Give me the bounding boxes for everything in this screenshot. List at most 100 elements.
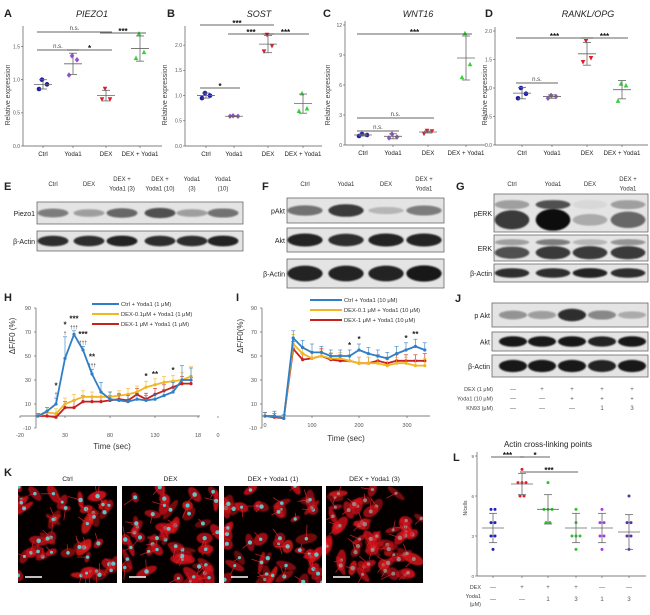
actin-filament — [51, 519, 54, 533]
nucleus — [101, 502, 105, 507]
condition-value: 1 — [600, 406, 604, 412]
data-point — [615, 98, 621, 103]
condition-label: Yoda1 (10 μM) — [457, 397, 493, 403]
chart-title: SOST — [247, 9, 273, 19]
blot-band — [587, 336, 617, 347]
blot-band — [368, 206, 404, 215]
data-point — [99, 97, 105, 102]
x-tick-label: 0 — [263, 423, 266, 429]
data-point — [264, 32, 270, 38]
condition-value: — — [569, 406, 575, 412]
data-point — [489, 534, 493, 538]
y-tick-label: 0.0 — [175, 144, 182, 150]
nucleus — [237, 556, 242, 560]
nucleus — [60, 500, 64, 504]
actin-filament — [123, 567, 126, 580]
blot-band — [176, 235, 208, 247]
nucleus — [22, 506, 27, 511]
nucleus — [392, 553, 396, 557]
star-annotation: * — [54, 382, 58, 391]
nucleus — [63, 506, 68, 510]
blot-band — [617, 359, 647, 373]
nucleus — [224, 577, 227, 582]
nucleus — [351, 501, 357, 507]
actin-filament — [359, 555, 369, 565]
blot-row-label: ERK — [478, 246, 493, 253]
data-point — [578, 534, 582, 538]
chart-title: WNT16 — [403, 9, 434, 19]
blot-band — [498, 336, 528, 347]
nucleus — [173, 544, 178, 549]
nucleus — [404, 518, 408, 523]
data-point — [489, 507, 493, 511]
blot-row-label: β-Actin — [470, 271, 492, 278]
blot-band — [106, 208, 138, 218]
lane-label: Yoda1 — [620, 187, 637, 193]
nucleus — [111, 561, 116, 566]
x-tick-label: 300 — [402, 423, 411, 429]
data-point — [548, 521, 552, 525]
panel-letter: G — [456, 181, 465, 193]
blot-band — [406, 233, 442, 247]
nucleus — [394, 491, 398, 495]
y-axis-label: N/cells — [463, 500, 469, 516]
panel-letter: B — [167, 8, 175, 20]
data-point — [522, 494, 526, 498]
y-tick-label: 3 — [339, 113, 342, 119]
y-axis-label: Relative expression — [482, 64, 489, 125]
blot-band — [287, 265, 323, 282]
nucleus — [45, 536, 50, 541]
nucleus — [123, 565, 127, 570]
panel-b: B SOST 0.0 0.5 1.0 1.5 2.0 Relative expression C… — [162, 8, 322, 158]
x-tick-label: DEX — [262, 151, 275, 158]
significance-label: * — [533, 451, 537, 460]
data-point — [602, 521, 606, 525]
nucleus — [247, 540, 253, 545]
lane-label: DEX + — [415, 177, 433, 183]
x-tick-label: DEX — [422, 150, 435, 157]
nucleus — [85, 571, 89, 575]
blot-row-label: Akt — [480, 340, 490, 347]
data-point — [625, 534, 629, 538]
nucleus — [370, 487, 375, 492]
x-tick-label: -20 — [16, 433, 24, 439]
lane-label: DEX — [83, 182, 95, 188]
nucleus — [385, 560, 391, 566]
star-annotation: ** — [412, 330, 419, 339]
nucleus — [233, 564, 237, 568]
condition-value: — — [626, 585, 632, 591]
blot-band — [328, 204, 364, 217]
data-point — [304, 105, 310, 111]
significance-label: n.s. — [373, 125, 383, 131]
actin-filament — [187, 576, 195, 583]
data-point — [493, 534, 497, 538]
blot-band — [494, 210, 530, 230]
actin-filament — [18, 575, 19, 576]
y-tick-label: 0.5 — [175, 119, 182, 125]
data-point — [623, 82, 629, 88]
star-annotation: *** — [78, 330, 88, 339]
nucleus — [144, 569, 149, 574]
blot-band-upper — [535, 239, 571, 246]
lane-label: Ctrl — [48, 182, 57, 188]
actin-filament — [283, 565, 287, 578]
nucleus — [368, 536, 373, 541]
blot-band-upper — [572, 200, 608, 210]
blot-band — [610, 268, 646, 278]
lane-label: (10) — [218, 187, 229, 193]
blot-band — [572, 214, 608, 226]
nucleus — [391, 528, 395, 532]
blot-band — [535, 246, 571, 260]
y-tick-label: 1.5 — [175, 68, 182, 74]
blot-panel-g: G Ctrl Yoda1 DEX DEX + Yoda1 pERK ERK β-Actin — [456, 177, 649, 283]
star-annotation: * — [348, 341, 352, 350]
condition-value: 1 — [546, 597, 550, 603]
blot-membrane — [493, 263, 649, 283]
legend-label: DEX-1 μM + Yoda1 (1 μM) — [121, 322, 189, 328]
x-tick-label: DEX — [100, 151, 113, 158]
nucleus — [166, 526, 171, 531]
lane-label: Yoda1 (3) — [109, 187, 135, 193]
nucleus — [150, 512, 155, 517]
nucleus — [368, 509, 373, 514]
panel-letter: E — [4, 181, 11, 193]
